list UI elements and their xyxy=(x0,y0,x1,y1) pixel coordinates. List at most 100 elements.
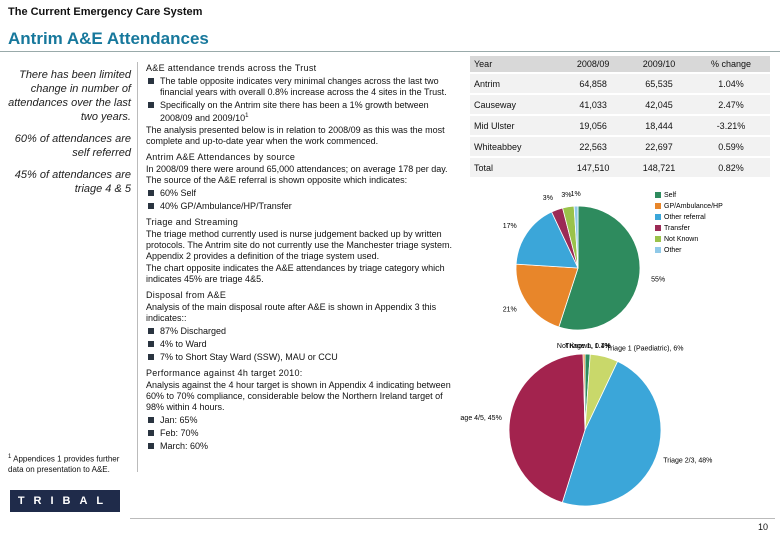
item-text: The analysis presented below is in relat… xyxy=(146,125,445,146)
legend-swatch xyxy=(655,236,661,242)
bullet-item: 60% Self xyxy=(146,188,458,199)
paragraph: Analysis of the main disposal route afte… xyxy=(146,302,458,324)
header-cell: 2009/10 xyxy=(626,56,692,74)
row-label: Causeway xyxy=(470,94,561,116)
legend-swatch xyxy=(655,214,661,220)
item-text: The table opposite indicates very minima… xyxy=(160,76,447,97)
bullet-item: Feb: 70% xyxy=(146,428,458,439)
slice-label: 3% xyxy=(561,192,571,199)
table-header: Year 2008/09 2009/10% change xyxy=(470,56,770,74)
slice-label: Triage 4/5, 45% xyxy=(460,415,502,422)
slice-label: 17% xyxy=(503,223,517,230)
value-cell: 0.82% xyxy=(691,157,770,179)
section-heading: A&E attendance trends across the Trust xyxy=(146,63,317,73)
paragraph: The chart opposite indicates the A&E att… xyxy=(146,263,458,285)
legend-label: Self xyxy=(664,192,676,199)
table-row: Causeway 41,033 42,045 2.47% xyxy=(470,94,770,116)
value-cell: 18,444 xyxy=(626,115,692,137)
pie-slice xyxy=(515,263,579,328)
bullet-item: The table opposite indicates very minima… xyxy=(146,76,458,98)
item-text: 40% GP/Ambulance/HP/Transfer xyxy=(160,201,292,211)
page-number: 10 xyxy=(757,522,768,532)
table-row: Total 147,510 148,721 0.82% xyxy=(470,157,770,179)
value-cell: 42,045 xyxy=(626,94,692,116)
item-text: 4% to Ward xyxy=(160,339,207,349)
row-label: Whiteabbey xyxy=(470,136,561,158)
logo: TRIBAL xyxy=(10,490,120,512)
table-row: Whiteabbey 22,563 22,697 0.59% xyxy=(470,136,770,158)
slice-label: 3% xyxy=(543,195,553,202)
item-text: Feb: 70% xyxy=(160,428,199,438)
item-text: Analysis against the 4 hour target is sh… xyxy=(146,380,451,412)
pie-slice xyxy=(582,353,586,431)
section-heading: Disposal from A&E xyxy=(146,290,227,300)
bullet-item: Specifically on the Antrim site there ha… xyxy=(146,100,458,124)
slice-label: 55% xyxy=(651,276,665,283)
bottom-rule xyxy=(130,518,775,519)
page-title: Antrim A&E Attendances xyxy=(8,29,209,48)
value-cell: 2.47% xyxy=(691,94,770,116)
value-cell: 1.04% xyxy=(691,73,770,95)
item-text: Jan: 65% xyxy=(160,415,198,425)
pie-slice xyxy=(561,360,662,507)
section-heading: Antrim A&E Attendances by source xyxy=(146,152,296,162)
footnote-ref: 1 xyxy=(245,113,249,119)
value-cell: 65,535 xyxy=(626,73,692,95)
title-rule xyxy=(0,51,780,52)
row-label: Total xyxy=(470,157,561,179)
pie-slice xyxy=(573,205,579,269)
footnote-text: Appendices 1 provides further data on pr… xyxy=(8,454,120,474)
legend-label: Other referral xyxy=(664,214,706,221)
bullet-item: 4% to Ward xyxy=(146,339,458,350)
slice-label: 1% xyxy=(571,191,581,198)
legend-label: GP/Ambulance/HP xyxy=(664,203,723,210)
header-cell: % change xyxy=(691,56,770,74)
value-cell: 147,510 xyxy=(560,157,627,179)
value-cell: 148,721 xyxy=(626,157,692,179)
sidebar-note: 60% of attendances are self referred xyxy=(14,133,131,159)
table-row: Antrim 64,858 65,535 1.04% xyxy=(470,73,770,95)
item-text: In 2008/09 there were around 65,000 atte… xyxy=(146,164,448,185)
section-heading: Triage and Streaming xyxy=(146,217,239,227)
item-text: 87% Discharged xyxy=(160,326,227,336)
item-text: 60% Self xyxy=(160,188,197,198)
value-cell: 0.59% xyxy=(691,136,770,158)
charts: 55%21%17%3% 3% 1% SelfGP/Ambulance/HPOther … xyxy=(460,191,723,507)
paragraph: The analysis presented below is in relat… xyxy=(146,125,458,147)
legend-swatch xyxy=(655,225,661,231)
footnote-mark: 1 xyxy=(8,454,12,460)
value-cell: 22,563 xyxy=(560,136,627,158)
paragraph: In 2008/09 there were around 65,000 atte… xyxy=(146,164,458,186)
value-cell: 19,056 xyxy=(560,115,627,137)
header-cell: Year xyxy=(470,56,561,74)
legend-swatch xyxy=(655,203,661,209)
legend-label: Other xyxy=(664,247,682,254)
item-text: Specifically on the Antrim site there ha… xyxy=(160,100,429,123)
paragraph: Analysis against the 4 hour target is sh… xyxy=(146,380,458,413)
table-row: Mid Ulster 19,056 18,444 -3.21% xyxy=(470,115,770,137)
slice-label: Triage 1, 1.1% xyxy=(565,343,610,350)
pie-slice xyxy=(515,211,579,269)
slice-label: Triage 1 (Paediatric), 6% xyxy=(606,346,683,353)
legend-label: Not Known xyxy=(664,236,698,243)
bullet-item: Jan: 65% xyxy=(146,415,458,426)
slice-label: Triage 2/3, 48% xyxy=(663,457,712,464)
item-text: Analysis of the main disposal route afte… xyxy=(146,302,437,323)
section-title: The Current Emergency Care System xyxy=(8,6,203,18)
item-text: 7% to Short Stay Ward (SSW), MAU or CCU xyxy=(160,352,338,362)
row-label: Mid Ulster xyxy=(470,115,561,137)
value-cell: -3.21% xyxy=(691,115,770,137)
pie-slice xyxy=(508,353,586,504)
footnote: 1 Appendices 1 provides further data on … xyxy=(8,452,123,475)
legend-swatch xyxy=(655,192,661,198)
bullet-item: 7% to Short Stay Ward (SSW), MAU or CCU xyxy=(146,352,458,363)
bullet-item: 40% GP/Ambulance/HP/Transfer xyxy=(146,201,458,212)
value-cell: 22,697 xyxy=(626,136,692,158)
legend-swatch xyxy=(655,247,661,253)
header-cell: 2008/09 xyxy=(560,56,627,74)
bullet-item: March: 60% xyxy=(146,441,458,452)
sidebar-note: There has been limited change in number … xyxy=(8,69,131,123)
value-cell: 41,033 xyxy=(560,94,627,116)
value-cell: 64,858 xyxy=(560,73,627,95)
